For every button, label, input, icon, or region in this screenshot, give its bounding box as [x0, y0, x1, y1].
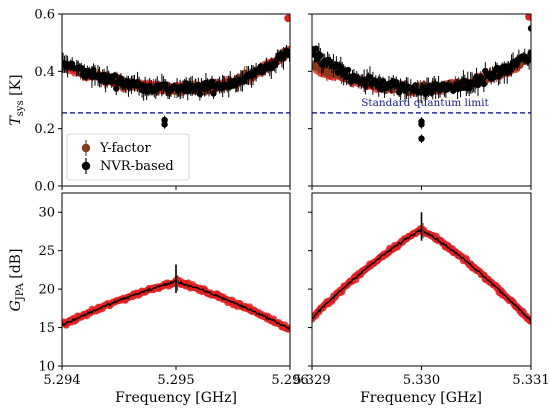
panel-bottom-right: 5.329 5.330 5.331 [293, 192, 550, 388]
legend: Y-factor NVR-based [66, 133, 190, 181]
panel-bottom-left: 10 15 20 25 30 5.294 5.295 5.296 [38, 192, 309, 388]
nvr-point [286, 52, 290, 59]
legend-marker-yfactor [81, 143, 91, 153]
nvr-point [334, 69, 341, 76]
x-tick-label: 5.295 [157, 373, 194, 388]
y-tick-label: 0.2 [34, 122, 55, 137]
legend-marker-nvr [81, 161, 91, 171]
nvr-point [210, 90, 217, 97]
nvr-point [111, 72, 118, 79]
x-axis-label-left: Frequency [GHz] [115, 390, 237, 406]
nvr-outlier [527, 25, 531, 32]
y-tick-label: 0.0 [34, 180, 55, 195]
legend-label-yfactor: Y-factor [99, 141, 151, 156]
nvr-outlier [418, 135, 425, 142]
yfactor-outlier [284, 14, 290, 23]
x-axis-label-right: Frequency [GHz] [360, 390, 482, 406]
nvr-outlier [418, 118, 425, 125]
y-tick-label: 30 [38, 206, 55, 221]
y-tick-label: 0.6 [34, 8, 55, 23]
x-tick-label: 5.296 [271, 373, 308, 388]
nvr-point [526, 56, 531, 63]
panel-top-right: Standard quantum limit [308, 13, 532, 190]
nvr-point [90, 66, 97, 74]
nvr-point [208, 78, 216, 85]
x-tick-label: 5.294 [43, 373, 80, 388]
x-tick-label: 5.330 [403, 373, 440, 388]
nvr-point [362, 82, 369, 89]
panel-top-left: 0.0 0.2 0.4 0.6 [34, 8, 291, 195]
nvr-point [312, 45, 320, 52]
y-axis-label-bottom: GJPA [dB] [8, 249, 26, 312]
nvr-point [480, 80, 487, 88]
legend-label-nvr: NVR-based [100, 159, 174, 174]
y-tick-label: 10 [38, 360, 55, 375]
y-tick-label: 25 [38, 244, 55, 259]
nvr-point [317, 52, 324, 59]
nvr-point [196, 90, 203, 98]
yfactor-outlier [525, 14, 531, 21]
nvr-point [466, 85, 473, 92]
nvr-point [113, 85, 120, 92]
nvr-point [412, 82, 419, 89]
nvr-point [527, 50, 531, 57]
x-tick-label: 5.329 [293, 373, 330, 388]
nvr-point [457, 85, 464, 92]
nvr-outlier [161, 116, 168, 124]
y-axis-label-top: Tsys [K] [8, 74, 26, 125]
y-tick-label: 20 [38, 283, 55, 298]
reference-line-label: Standard quantum limit [361, 97, 489, 109]
legend-entry-yfactor: Y-factor [81, 140, 151, 156]
nvr-point [184, 88, 191, 95]
x-tick-label: 5.331 [512, 373, 549, 388]
nvr-point [105, 73, 112, 80]
gain-line [312, 228, 531, 323]
y-tick-label: 0.4 [34, 65, 55, 80]
y-tick-label: 15 [38, 321, 55, 336]
nvr-point [344, 66, 352, 74]
svg-text:GJPA [dB]: GJPA [dB] [8, 249, 26, 312]
legend-entry-nvr: NVR-based [81, 158, 174, 174]
svg-text:Tsys [K]: Tsys [K] [8, 74, 26, 125]
